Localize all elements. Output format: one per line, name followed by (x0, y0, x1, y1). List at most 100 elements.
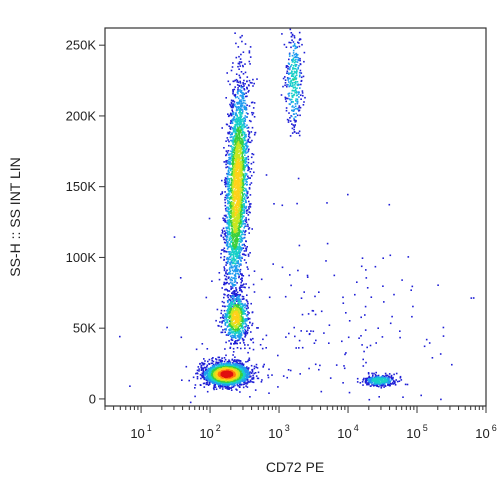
event-point (233, 211, 236, 214)
event-point (240, 278, 242, 280)
event-point (245, 205, 248, 208)
event-point (244, 245, 246, 247)
event-point (248, 357, 251, 360)
event-point (240, 182, 242, 185)
event-point (179, 277, 182, 279)
event-point (225, 163, 227, 166)
event-point (240, 213, 243, 216)
event-point (222, 317, 225, 319)
event-point (343, 365, 345, 367)
event-point (240, 89, 243, 92)
event-point (236, 347, 239, 349)
event-point (378, 396, 380, 398)
event-point (231, 296, 233, 298)
event-point (260, 278, 263, 281)
event-point (250, 375, 252, 378)
event-point (238, 338, 240, 340)
event-point (293, 110, 295, 112)
event-point (220, 256, 222, 259)
event-point (234, 340, 237, 342)
event-point (239, 287, 241, 290)
event-point (230, 196, 232, 198)
event-point (232, 62, 234, 64)
event-point (226, 248, 229, 250)
event-point (225, 314, 227, 316)
event-point (251, 324, 253, 327)
event-point (219, 365, 222, 368)
event-point (238, 222, 240, 225)
event-point (248, 89, 250, 92)
event-point (225, 354, 227, 357)
event-point (227, 194, 230, 196)
event-point (257, 327, 259, 329)
event-point (248, 232, 250, 234)
event-point (312, 310, 315, 312)
event-point (214, 364, 216, 366)
event-point (356, 281, 358, 283)
event-point (240, 71, 243, 73)
event-point (244, 336, 246, 338)
event-point (225, 264, 227, 266)
event-point (237, 231, 240, 234)
event-point (225, 317, 227, 319)
event-point (289, 68, 291, 70)
event-point (243, 320, 245, 323)
event-point (231, 300, 233, 302)
event-point (378, 380, 381, 383)
event-point (240, 302, 242, 305)
event-point (231, 152, 233, 155)
event-point (231, 113, 234, 115)
event-point (226, 289, 228, 291)
event-point (288, 63, 290, 65)
event-point (364, 379, 367, 382)
event-point (229, 224, 231, 226)
event-point (244, 382, 247, 384)
event-point (220, 312, 222, 315)
event-point (253, 365, 256, 368)
event-point (235, 138, 237, 140)
event-point (242, 179, 245, 182)
event-point (241, 303, 244, 305)
event-point (388, 384, 391, 387)
event-point (231, 301, 234, 304)
event-point (245, 219, 248, 221)
event-point (238, 208, 241, 211)
event-point (235, 120, 237, 122)
event-point (231, 272, 234, 275)
event-point (380, 387, 383, 389)
event-point (360, 316, 362, 319)
event-point (364, 329, 367, 331)
event-point (226, 243, 229, 246)
event-point (232, 254, 235, 256)
event-point (257, 371, 260, 374)
event-point (210, 373, 212, 375)
event-point (221, 384, 224, 386)
event-point (232, 91, 234, 93)
event-point (237, 127, 239, 129)
event-point (237, 121, 239, 124)
event-point (248, 168, 250, 171)
event-point (294, 88, 297, 90)
event-point (229, 139, 232, 142)
event-point (234, 331, 237, 334)
event-point (238, 217, 240, 219)
event-point (272, 263, 274, 265)
event-point (291, 132, 294, 134)
event-point (236, 218, 239, 221)
event-point (285, 107, 288, 109)
event-point (241, 186, 243, 189)
event-point (297, 91, 299, 93)
event-point (232, 331, 234, 334)
event-point (227, 139, 229, 141)
event-point (246, 190, 248, 193)
event-point (241, 134, 243, 137)
event-point (224, 348, 226, 350)
event-point (245, 188, 247, 190)
event-point (229, 299, 232, 302)
event-point (227, 290, 229, 292)
event-point (231, 262, 234, 265)
event-point (119, 335, 121, 338)
event-point (296, 202, 298, 205)
event-point (399, 377, 402, 379)
event-point (241, 298, 244, 300)
